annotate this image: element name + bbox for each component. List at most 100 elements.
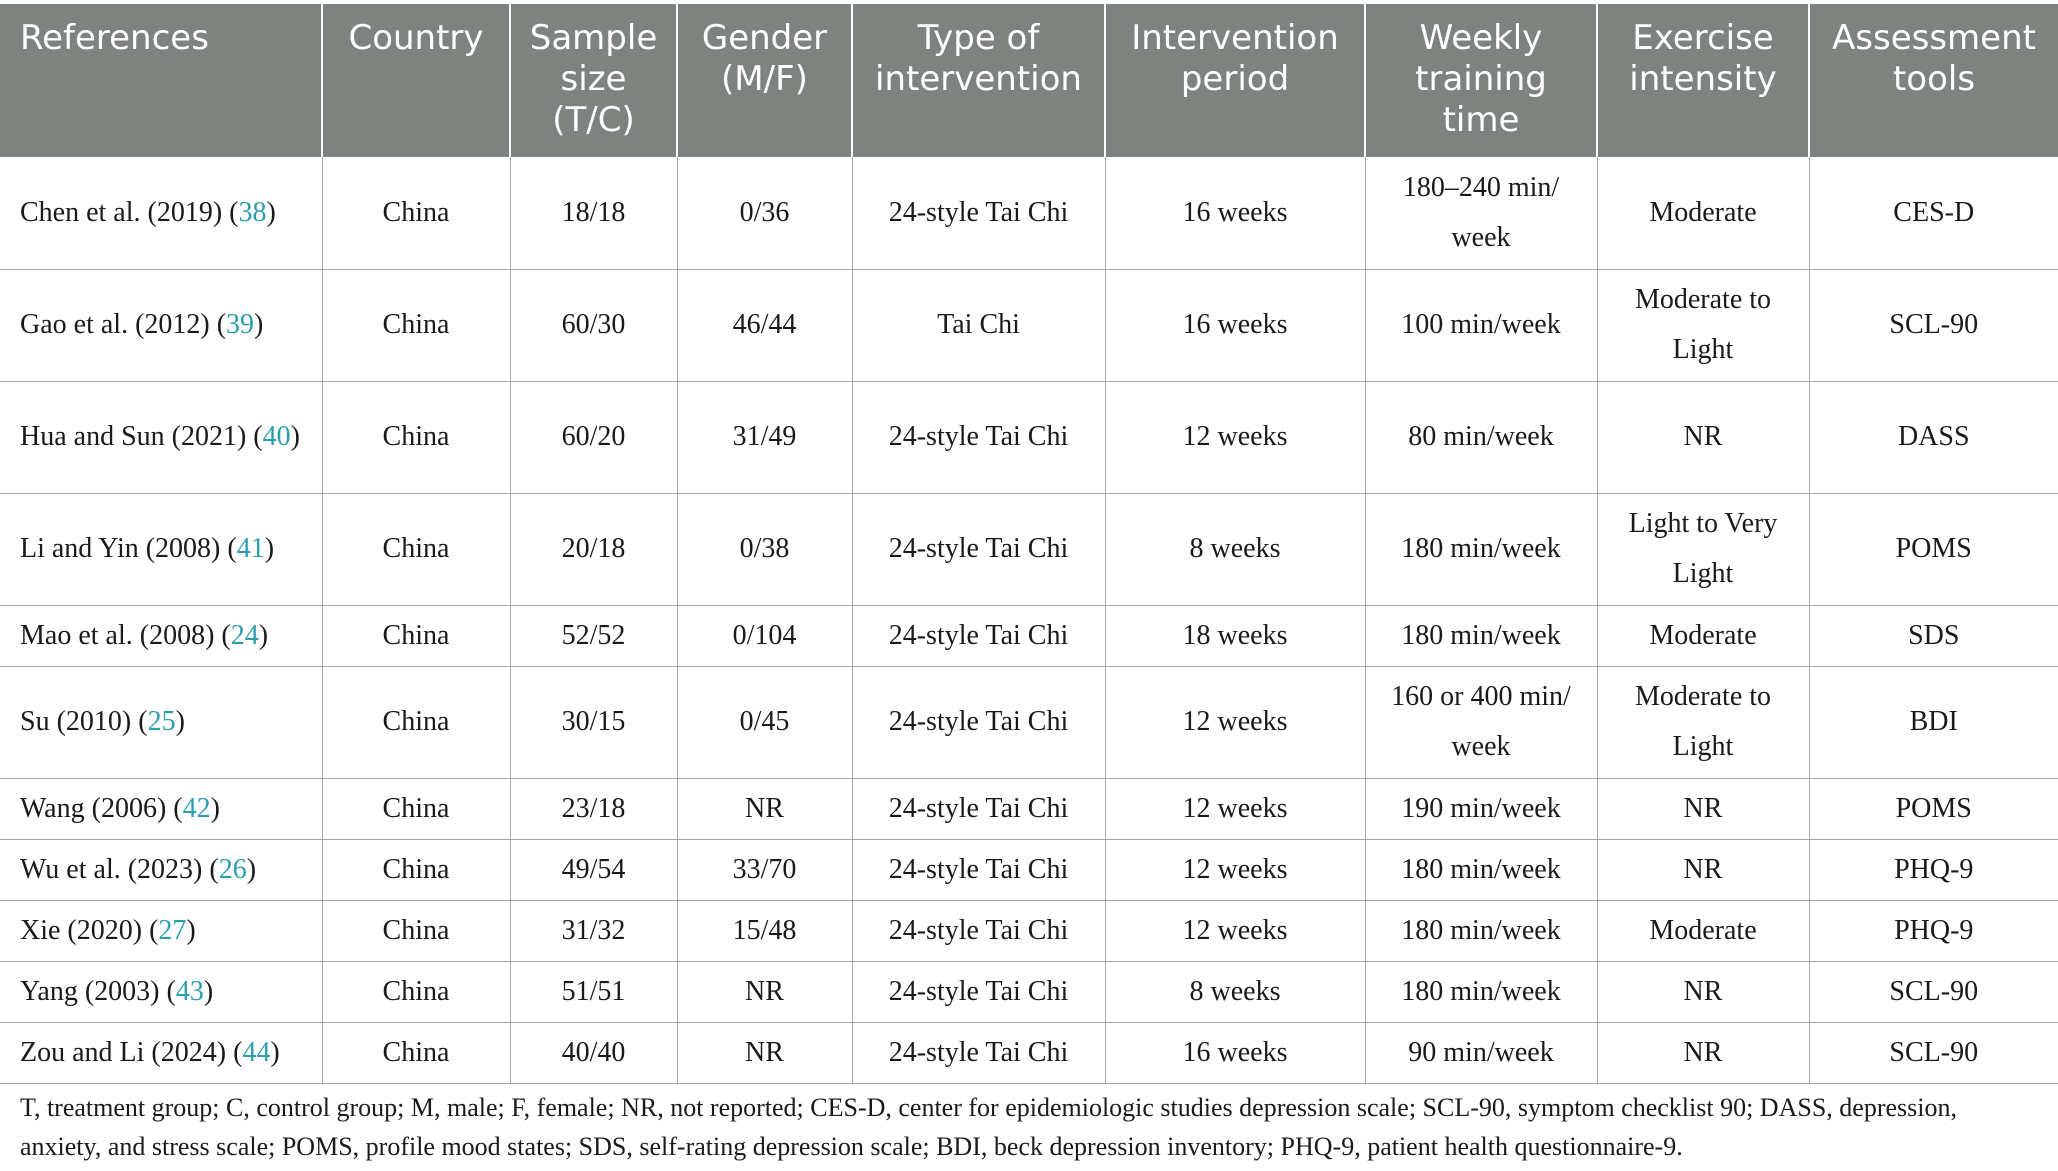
cell-sample-size: 23/18 <box>510 778 678 840</box>
cell-intensity: Moderate to Light <box>1597 269 1810 382</box>
citation-link[interactable]: 42 <box>182 792 211 824</box>
citation-link[interactable]: 24 <box>230 619 259 651</box>
cell-type: 24-style Tai Chi <box>852 839 1106 901</box>
cell-period: 16 weeks <box>1105 1022 1366 1084</box>
cell-period: 8 weeks <box>1105 493 1366 606</box>
cell-intensity: NR <box>1597 961 1810 1023</box>
cell-country: China <box>322 961 511 1023</box>
cell-tool: DASS <box>1809 381 2058 494</box>
reference-text: Wang (2006) <box>20 792 167 824</box>
cell-weekly-time: 180 min/week <box>1365 839 1598 901</box>
citation-link[interactable]: 41 <box>236 533 265 564</box>
citation-link[interactable]: 44 <box>242 1036 271 1068</box>
cell-country: China <box>322 900 511 962</box>
cell-sample-size: 60/20 <box>510 381 678 494</box>
cell-sample-size: 49/54 <box>510 839 678 901</box>
reference-text: Li and Yin (2008) <box>20 533 221 564</box>
table-row: Xie (2020) (27) China 31/32 15/48 24-sty… <box>0 900 2058 962</box>
table-container: References Country Sample size (T/C) Gen… <box>0 4 2058 1084</box>
cell-type: 24-style Tai Chi <box>852 961 1106 1023</box>
cell-reference: Wang (2006) (42) <box>0 778 323 840</box>
cell-type: 24-style Tai Chi <box>852 900 1106 962</box>
cell-period: 18 weeks <box>1105 605 1366 667</box>
reference-text: Mao et al. (2008) <box>20 619 215 651</box>
cell-gender: 0/104 <box>677 605 853 667</box>
cell-sample-size: 30/15 <box>510 666 678 779</box>
table-row: Wu et al. (2023) (26) China 49/54 33/70 … <box>0 839 2058 901</box>
header-intervention-period: Intervention period <box>1105 4 1366 157</box>
header-row: References Country Sample size (T/C) Gen… <box>0 4 2058 157</box>
citation-link[interactable]: 27 <box>158 914 187 946</box>
cell-type: 24-style Tai Chi <box>852 1022 1106 1084</box>
cell-weekly-time: 180 min/week <box>1365 493 1598 606</box>
cell-gender: 46/44 <box>677 269 853 382</box>
reference-text: Chen et al. (2019) <box>20 196 223 228</box>
cell-intensity: Moderate <box>1597 605 1810 667</box>
header-references: References <box>0 4 323 157</box>
cell-sample-size: 40/40 <box>510 1022 678 1084</box>
table-row: Mao et al. (2008) (24) China 52/52 0/104… <box>0 605 2058 667</box>
cell-reference: Xie (2020) (27) <box>0 900 323 962</box>
cell-type: 24-style Tai Chi <box>852 778 1106 840</box>
cell-type: 24-style Tai Chi <box>852 157 1106 270</box>
cell-period: 12 weeks <box>1105 778 1366 840</box>
cell-period: 16 weeks <box>1105 157 1366 270</box>
cell-reference: Su (2010) (25) <box>0 666 323 779</box>
cell-intensity: NR <box>1597 839 1810 901</box>
reference-text: Hua and Sun (2021) <box>20 421 247 452</box>
cell-country: China <box>322 666 511 779</box>
citation-link[interactable]: 26 <box>218 853 247 885</box>
cell-tool: PHQ-9 <box>1809 900 2058 962</box>
cell-sample-size: 60/30 <box>510 269 678 382</box>
cell-weekly-time: 80 min/week <box>1365 381 1598 494</box>
reference-text: Yang (2003) <box>20 975 160 1007</box>
cell-country: China <box>322 381 511 494</box>
cell-weekly-time: 90 min/week <box>1365 1022 1598 1084</box>
cell-country: China <box>322 493 511 606</box>
citation-link[interactable]: 43 <box>175 975 204 1007</box>
cell-weekly-time: 180 min/week <box>1365 900 1598 962</box>
cell-country: China <box>322 605 511 667</box>
table-row: Yang (2003) (43) China 51/51 NR 24-style… <box>0 961 2058 1023</box>
cell-period: 16 weeks <box>1105 269 1366 382</box>
cell-weekly-time: 180 min/week <box>1365 961 1598 1023</box>
citation-link[interactable]: 40 <box>262 421 291 452</box>
cell-sample-size: 18/18 <box>510 157 678 270</box>
header-sample-size: Sample size (T/C) <box>510 4 678 157</box>
cell-reference: Yang (2003) (43) <box>0 961 323 1023</box>
cell-gender: 0/45 <box>677 666 853 779</box>
table-row: Li and Yin (2008) (41) China 20/18 0/38 … <box>0 493 2058 606</box>
cell-weekly-time: 180–240 min/ week <box>1365 157 1598 270</box>
cell-intensity: Light to Very Light <box>1597 493 1810 606</box>
studies-table: References Country Sample size (T/C) Gen… <box>0 4 2058 1084</box>
table-row: Zou and Li (2024) (44) China 40/40 NR 24… <box>0 1022 2058 1084</box>
header-exercise-intensity: Exercise intensity <box>1597 4 1810 157</box>
cell-sample-size: 20/18 <box>510 493 678 606</box>
cell-weekly-time: 190 min/week <box>1365 778 1598 840</box>
cell-gender: 0/38 <box>677 493 853 606</box>
cell-period: 12 weeks <box>1105 900 1366 962</box>
cell-intensity: Moderate <box>1597 900 1810 962</box>
table-row: Hua and Sun (2021) (40) China 60/20 31/4… <box>0 381 2058 494</box>
cell-type: 24-style Tai Chi <box>852 493 1106 606</box>
cell-weekly-time: 180 min/week <box>1365 605 1598 667</box>
reference-text: Wu et al. (2023) <box>20 853 203 885</box>
cell-period: 8 weeks <box>1105 961 1366 1023</box>
cell-type: Tai Chi <box>852 269 1106 382</box>
cell-country: China <box>322 269 511 382</box>
cell-gender: 0/36 <box>677 157 853 270</box>
table-row: Wang (2006) (42) China 23/18 NR 24-style… <box>0 778 2058 840</box>
citation-link[interactable]: 38 <box>238 196 267 228</box>
header-type-of-intervention: Type of intervention <box>852 4 1106 157</box>
citation-link[interactable]: 25 <box>147 706 176 737</box>
cell-gender: 33/70 <box>677 839 853 901</box>
cell-period: 12 weeks <box>1105 666 1366 779</box>
cell-reference: Gao et al. (2012) (39) <box>0 269 323 382</box>
cell-intensity: NR <box>1597 1022 1810 1084</box>
header-gender: Gender (M/F) <box>677 4 853 157</box>
cell-period: 12 weeks <box>1105 381 1366 494</box>
cell-tool: CES-D <box>1809 157 2058 270</box>
citation-link[interactable]: 39 <box>226 309 255 340</box>
cell-weekly-time: 100 min/week <box>1365 269 1598 382</box>
cell-intensity: Moderate <box>1597 157 1810 270</box>
